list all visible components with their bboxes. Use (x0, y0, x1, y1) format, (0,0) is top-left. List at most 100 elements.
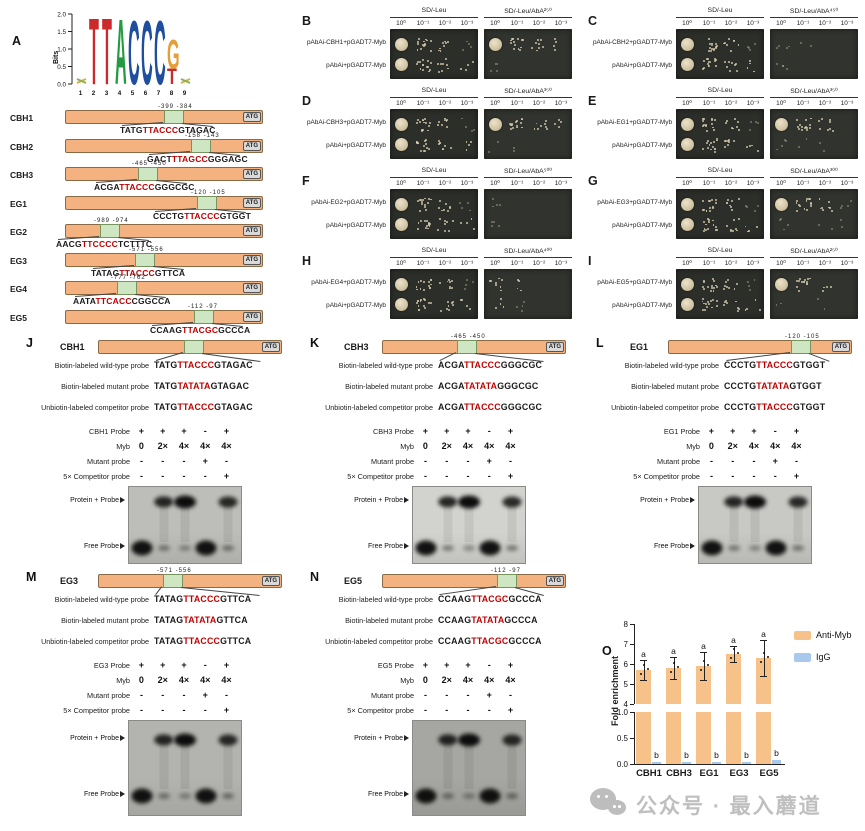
colony-dot (728, 141, 731, 144)
colony-dot (544, 126, 547, 129)
probe-row-label: Biotin-labeled wild-type probe (54, 361, 149, 370)
colony-dot (723, 42, 726, 45)
colony-dot (447, 305, 450, 308)
seq-flank: CCCTG (724, 360, 757, 370)
colony-spot (485, 216, 505, 234)
panel-letter: C (588, 14, 598, 28)
colony-dot (730, 228, 733, 231)
plot-area: 8 7 6 5 4 1.0 0.5 0.0 a b a b a b a b a b (617, 620, 785, 769)
igg-bar (742, 762, 751, 764)
anti-myb-bar-upper (756, 658, 771, 704)
anti-myb-bar-lower (756, 712, 771, 764)
promoter-bar: -120 -105 ATG (65, 190, 263, 210)
colony-spot (836, 195, 856, 213)
colony-dot (417, 304, 420, 307)
dilution-row: 10⁰ 10⁻¹ 10⁻² 10⁻³ (390, 259, 478, 267)
colony-dot (538, 42, 541, 45)
panel-letter: O (602, 644, 612, 658)
colony-dot (730, 50, 732, 53)
probe-sequence: GACTTTAGCCGGGAGC (147, 154, 248, 164)
colony-spot (413, 56, 433, 74)
seq-flank: GCCCA (218, 324, 251, 335)
colony-dot (706, 285, 709, 288)
colony-dot (535, 42, 537, 45)
motif-box (135, 252, 155, 267)
y-tick-label: 0.0 (616, 760, 628, 769)
colony-dot (521, 126, 524, 129)
colony-spot (742, 275, 762, 293)
colony-dot (818, 120, 821, 123)
atg-box: ATG (242, 254, 261, 265)
colony-spot (771, 296, 791, 314)
colony-dot (703, 302, 705, 305)
probe-sequence: AACGTTCCCCTCTTTC (56, 239, 152, 249)
gel-band-shifted (502, 734, 522, 746)
colony-dot (421, 199, 424, 201)
colony-dot (726, 140, 729, 143)
colony-dot (509, 39, 512, 42)
promoter-bar: -465 -450 ATG (382, 334, 566, 354)
colony-dot (489, 69, 492, 72)
colony-dot (708, 38, 710, 41)
colony-dot (749, 49, 752, 52)
seq-flank: CCCTG (153, 210, 185, 221)
data-point (759, 661, 762, 664)
colony-dot (715, 199, 718, 201)
anti-myb-bar-lower (636, 712, 651, 764)
colony-spot (485, 275, 505, 293)
dilution-label: 10⁻¹ (796, 180, 810, 187)
colony-dot (423, 43, 426, 46)
colony-dot (805, 200, 808, 203)
panel-letter: G (588, 174, 598, 188)
colony-dot (422, 68, 424, 71)
anti-myb-bar-upper (696, 666, 711, 704)
colony-dot (422, 119, 425, 122)
colony-dot (472, 280, 474, 283)
probe-row-label: Biotin-labeled mutant probe (345, 382, 433, 391)
colony-dot (775, 148, 778, 151)
colony-dot (703, 309, 706, 312)
colony-dot (756, 121, 759, 124)
control-row-label: pAbAi+pGADT7-Myb (612, 142, 672, 149)
colony-dot (745, 307, 748, 310)
promoter-bar: -989 -974 ATG (65, 218, 263, 238)
colony-dot (822, 286, 825, 289)
media-label: SD/-Leu (390, 7, 478, 18)
colony-dot (443, 220, 446, 223)
colony-dot (710, 306, 713, 309)
seq-flank: GTAGAC (214, 360, 253, 370)
table-value: + (507, 471, 514, 481)
colony-dot (423, 118, 426, 121)
colony-dot (705, 229, 708, 232)
colony-dot (419, 120, 422, 123)
table-value: - (709, 456, 713, 466)
table-value: - (423, 471, 427, 481)
colony-dot (701, 298, 704, 301)
promoter-row: EG5 -112 -97 ATG CCAAGTTACGCGCCCA (10, 304, 298, 335)
table-row-label: Mutant probe (87, 691, 130, 700)
gel-band-free (441, 544, 454, 551)
colony (394, 218, 408, 231)
colony-dot (823, 149, 826, 152)
atg-box: ATG (242, 112, 261, 122)
colony-dot (443, 209, 446, 212)
motif-coordinates: -571 -556 (157, 568, 192, 574)
error-bar-cap (730, 646, 737, 648)
colony (774, 117, 788, 131)
table-value: - (161, 690, 165, 700)
colony-dot (496, 203, 498, 206)
control-row-label: pAbAi+pGADT7-Myb (326, 302, 386, 309)
colony-dot (469, 307, 472, 310)
colony-dot (798, 146, 801, 148)
gene-name: EG3 (60, 576, 79, 586)
colony-dot (495, 307, 498, 310)
colony-dot (518, 280, 521, 282)
colony-dot (513, 150, 515, 153)
colony-dot (419, 287, 422, 290)
colony-dot (702, 287, 705, 290)
colony-dot (759, 309, 762, 311)
colony-dot (715, 138, 718, 140)
panel-o-chip-qpcr-chart: O Fold enrichment 8 7 6 5 4 1.0 0.5 0.0 a b a b a b a b a b… (588, 618, 864, 790)
table-value: - (773, 426, 777, 436)
